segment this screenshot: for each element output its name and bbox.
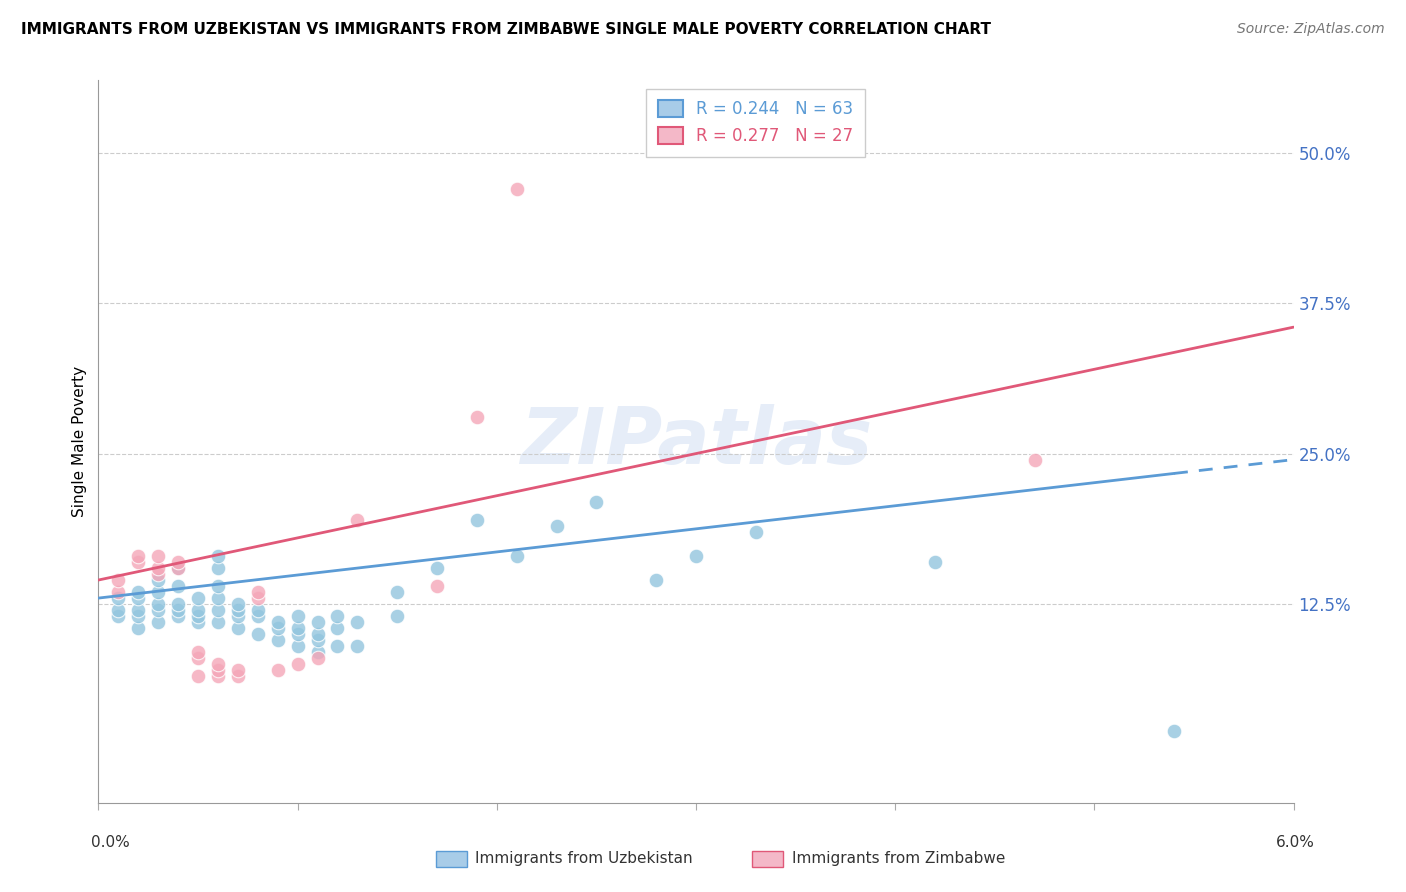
Point [465, 513, 488, 527]
Point [385, 609, 409, 624]
Point [148, 549, 170, 563]
Point [127, 585, 149, 599]
Point [745, 524, 768, 539]
Point [226, 664, 249, 678]
Point [226, 603, 249, 617]
Text: 0.0%: 0.0% [91, 836, 131, 850]
Point [287, 621, 309, 635]
Point [267, 621, 290, 635]
Point [267, 633, 290, 648]
Point [207, 603, 229, 617]
Point [346, 615, 368, 630]
Point [167, 603, 190, 617]
Point [326, 621, 349, 635]
Point [107, 573, 129, 587]
Point [226, 669, 249, 683]
Y-axis label: Single Male Poverty: Single Male Poverty [72, 366, 87, 517]
Point [107, 585, 129, 599]
Point [107, 591, 129, 606]
Point [506, 182, 529, 196]
Point [924, 555, 946, 569]
Point [167, 597, 190, 611]
Point [107, 609, 129, 624]
Point [287, 609, 309, 624]
Point [207, 591, 229, 606]
Point [148, 597, 170, 611]
Point [207, 615, 229, 630]
Point [187, 669, 209, 683]
Text: Immigrants from Uzbekistan: Immigrants from Uzbekistan [475, 852, 693, 866]
Point [506, 549, 529, 563]
Point [148, 615, 170, 630]
Point [187, 609, 209, 624]
Point [287, 627, 309, 641]
Point [207, 664, 229, 678]
Point [246, 585, 269, 599]
Point [127, 549, 149, 563]
Point [187, 645, 209, 659]
Point [346, 513, 368, 527]
Point [267, 664, 290, 678]
Point [246, 609, 269, 624]
Text: 6.0%: 6.0% [1275, 836, 1315, 850]
Point [685, 549, 707, 563]
Point [187, 651, 209, 665]
Point [246, 603, 269, 617]
Point [167, 579, 190, 593]
Point [167, 555, 190, 569]
Point [187, 603, 209, 617]
Text: ZIPatlas: ZIPatlas [520, 403, 872, 480]
Point [346, 639, 368, 653]
Point [287, 639, 309, 653]
Point [148, 567, 170, 582]
Point [246, 627, 269, 641]
Point [127, 609, 149, 624]
Point [645, 573, 668, 587]
Point [148, 573, 170, 587]
Point [426, 561, 449, 575]
Point [127, 621, 149, 635]
Text: Immigrants from Zimbabwe: Immigrants from Zimbabwe [792, 852, 1005, 866]
Point [167, 609, 190, 624]
Point [307, 645, 329, 659]
Point [385, 585, 409, 599]
Point [326, 639, 349, 653]
Point [1163, 723, 1185, 738]
Point [187, 615, 209, 630]
Point [187, 591, 209, 606]
Point [326, 609, 349, 624]
Point [546, 519, 568, 533]
Point [167, 561, 190, 575]
Point [307, 651, 329, 665]
Point [127, 555, 149, 569]
Point [287, 657, 309, 672]
Point [226, 609, 249, 624]
Point [148, 585, 170, 599]
Point [465, 410, 488, 425]
Point [207, 669, 229, 683]
Point [167, 561, 190, 575]
Text: Source: ZipAtlas.com: Source: ZipAtlas.com [1237, 22, 1385, 37]
Point [207, 549, 229, 563]
Point [307, 615, 329, 630]
Point [207, 657, 229, 672]
Point [127, 603, 149, 617]
Point [426, 579, 449, 593]
Point [226, 621, 249, 635]
Point [226, 597, 249, 611]
Point [1024, 452, 1046, 467]
Point [148, 561, 170, 575]
Point [307, 633, 329, 648]
Point [107, 603, 129, 617]
Point [246, 591, 269, 606]
Point [585, 494, 607, 508]
Point [148, 603, 170, 617]
Point [207, 579, 229, 593]
Point [207, 561, 229, 575]
Point [267, 615, 290, 630]
Point [127, 591, 149, 606]
Text: IMMIGRANTS FROM UZBEKISTAN VS IMMIGRANTS FROM ZIMBABWE SINGLE MALE POVERTY CORRE: IMMIGRANTS FROM UZBEKISTAN VS IMMIGRANTS… [21, 22, 991, 37]
Point [307, 627, 329, 641]
Legend: R = 0.244   N = 63, R = 0.277   N = 27: R = 0.244 N = 63, R = 0.277 N = 27 [647, 88, 865, 157]
